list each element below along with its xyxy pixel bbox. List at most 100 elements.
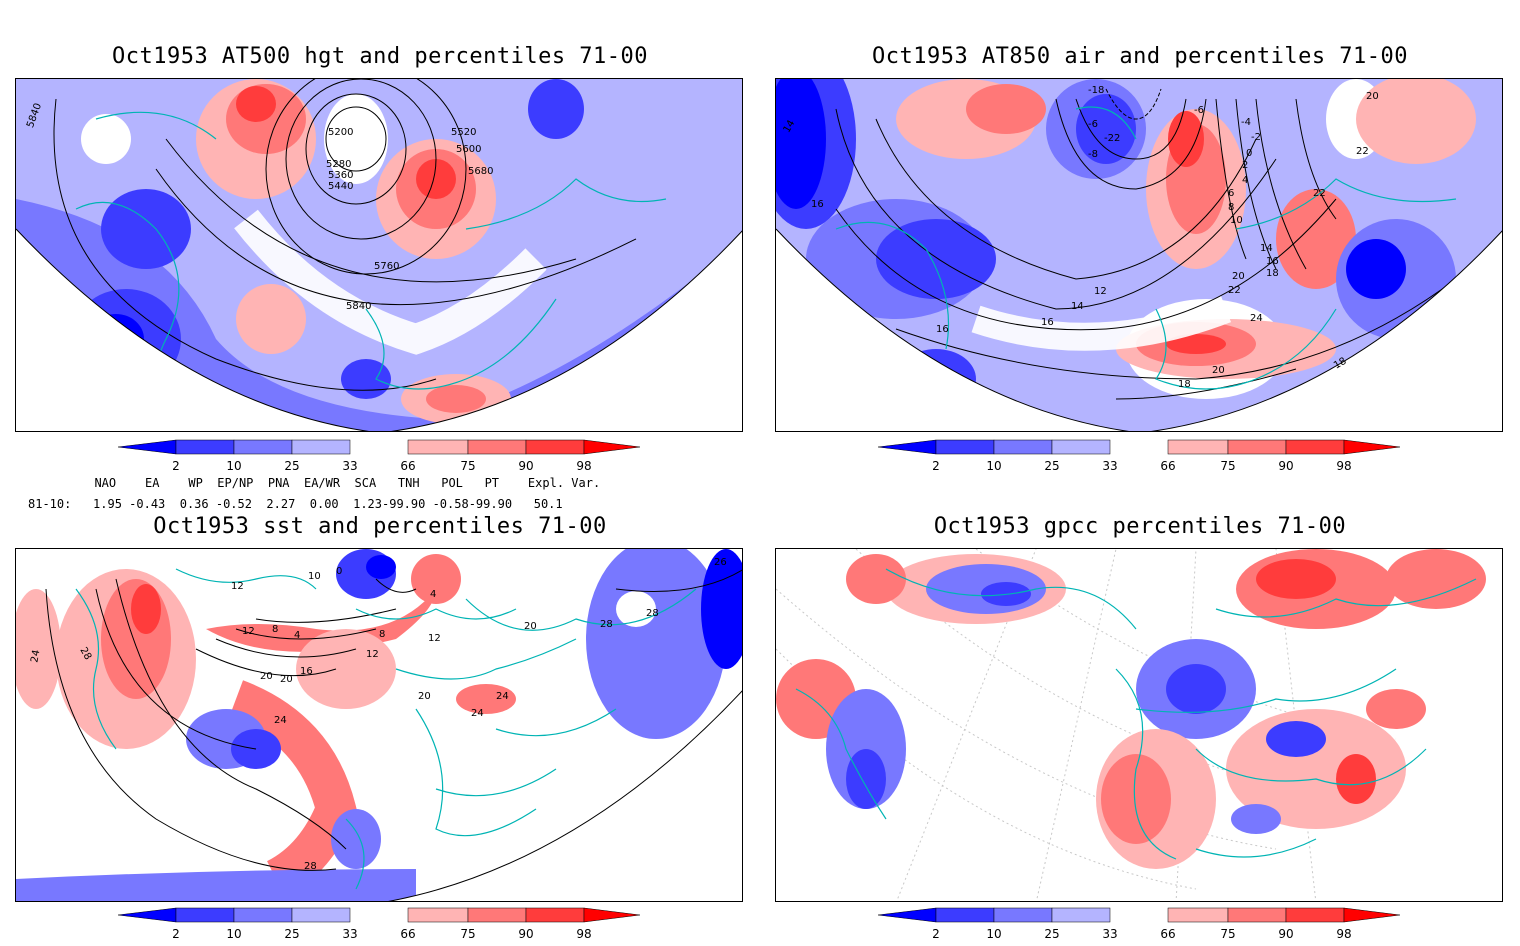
map-panel-air850: -18 -6 -4 -2 0 2 4 6 8 10 12 14 16 18 20… [775,78,1503,432]
contour-label: 5200 [328,127,353,138]
contour-label: -8 [1088,149,1098,160]
colorbar-arrow-low [117,907,177,923]
contour-label: 20 [280,674,293,685]
contour-label: 26 [714,557,727,568]
contour-label: 24 [1250,313,1263,324]
panel-title-sst: Oct1953 sst and percentiles 71-00 [153,514,607,539]
map-panel-sst: 24 28 12 12 8 4 16 20 24 28 10 0 4 8 12 … [15,548,743,902]
contour-label: 5600 [456,144,481,155]
contour-label: 20 [418,691,431,702]
panel-title-air850: Oct1953 AT850 air and percentiles 71-00 [871,44,1409,69]
colorbar-tick-label: 10 [986,459,1001,473]
contour-label: 5520 [451,127,476,138]
contour-label: 16 [936,324,949,335]
contour-label: 18 [1178,379,1191,390]
contour-label: 10 [308,571,321,582]
contour-label: 8 [1228,202,1234,213]
colorbar-tick-label: 33 [342,927,357,941]
colorbar-segment [1227,439,1287,455]
colorbar-tick-label: 75 [460,927,475,941]
colorbar-tick-label: 66 [1160,459,1175,473]
colorbar-segment [993,907,1053,923]
colorbar-tick-label: 98 [1336,927,1351,941]
contour-label: 22 [1313,188,1326,199]
colorbar-tick-label: 2 [932,927,940,941]
contour-label: 5280 [326,159,351,170]
colorbar-tick-label: 33 [1102,927,1117,941]
contour-label: 20 [1366,91,1379,102]
contour-label: 14 [1071,301,1084,312]
contour-label: 2 [1242,160,1248,171]
contour-label: 24 [274,715,287,726]
colorbar-tick-label: 25 [284,927,299,941]
colorbar-segment [175,907,235,923]
contour-label: 5360 [328,170,353,181]
colorbar-tick-label: 75 [460,459,475,473]
colorbar-tick-label: 66 [400,459,415,473]
colorbar-segment [407,439,469,455]
colorbar-segment [291,907,351,923]
colorbar-segment [1051,907,1111,923]
contour-label: 18 [1266,268,1279,279]
map-panel-gpcc [775,548,1503,902]
contour-label: 4 [430,589,436,600]
colorbar-tick-label: 25 [1044,927,1059,941]
colorbar-tick-label: 2 [172,927,180,941]
colorbar-tick-label: 66 [400,927,415,941]
contour-label: 0 [336,566,342,577]
contour-label: 10 [1230,215,1243,226]
contour-label: 16 [300,666,313,677]
colorbar-arrow-low [877,907,937,923]
contour-label: -6 [1194,105,1204,116]
colorbar-segment [993,439,1053,455]
contour-label: -2 [1251,132,1261,143]
contour-label: 24 [29,649,42,663]
colorbar-segment [1167,439,1229,455]
colorbar-segment [233,439,293,455]
colorbar-arrow-high [583,907,641,923]
colorbar-tick-label: 25 [1044,459,1059,473]
contour-label: 8 [272,624,278,635]
contour-label: 28 [304,861,317,872]
colorbar-tick-label: 25 [284,459,299,473]
colorbar-tick-label: 66 [1160,927,1175,941]
contour-label: 4 [1242,175,1248,186]
colorbar-tick-label: 90 [1278,459,1293,473]
colorbar-segment [935,439,995,455]
contour-label: 12 [1094,286,1107,297]
contour-label: -4 [1241,117,1251,128]
contour-label: 5440 [328,181,353,192]
panel-title-hgt500: Oct1953 AT500 hgt and percentiles 71-00 [111,44,649,69]
colorbar-segment [1227,907,1287,923]
contour-label: 6 [1228,188,1234,199]
contour-label: 22 [1228,285,1241,296]
contour-label: 5680 [468,166,493,177]
colorbar-tick-label: 10 [986,927,1001,941]
contour-label: 28 [646,608,659,619]
colorbar-segment [467,907,527,923]
contour-label: 8 [379,629,385,640]
colorbar-segment [1167,907,1229,923]
contour-label: 20 [524,621,537,632]
contour-label: 12 [231,581,244,592]
contour-label: 12 [428,633,441,644]
colorbar-tick-label: 2 [172,459,180,473]
colorbar-segment [407,907,469,923]
contour-label: 20 [260,671,273,682]
colorbar-tick-label: 33 [1102,459,1117,473]
contour-label: 4 [294,630,300,641]
contour-label: 16 [1266,256,1279,267]
colorbar-arrow-high [1343,439,1401,455]
colorbar-tick-label: 98 [576,927,591,941]
index-values: 81-10: 1.95 -0.43 0.36 -0.52 2.27 0.00 1… [28,497,563,511]
contour-label: -22 [1104,133,1120,144]
colorbar-hgt500: 2 10 25 33 66 75 90 98 [108,438,648,478]
colorbar-tick-label: 33 [342,459,357,473]
contour-label: -6 [1088,119,1098,130]
colorbar-tick-label: 98 [576,459,591,473]
colorbar-segment [1051,439,1111,455]
contour-label: 14 [1260,243,1273,254]
colorbar-segment [935,907,995,923]
contour-label: 12 [366,649,379,660]
colorbar-arrow-low [117,439,177,455]
